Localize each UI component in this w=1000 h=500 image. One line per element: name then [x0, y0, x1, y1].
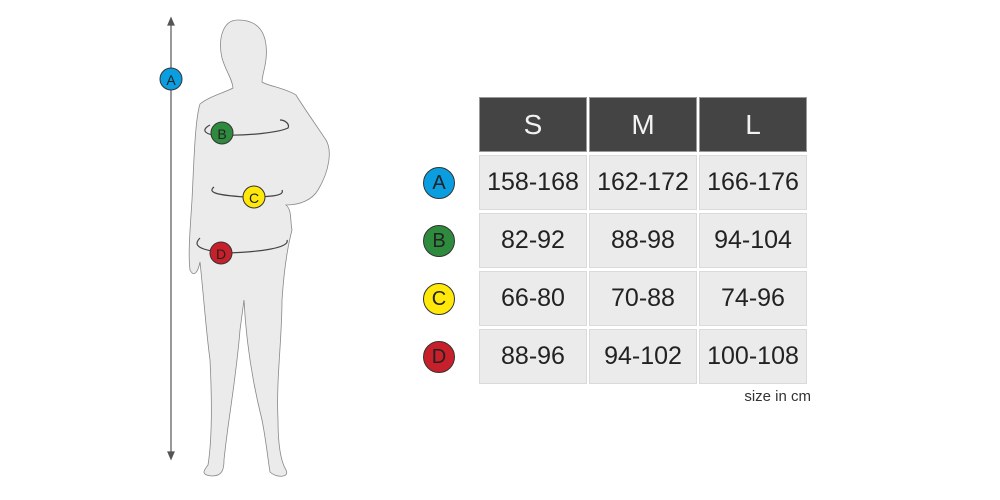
table-row: 88-96 94-102 100-108: [479, 329, 809, 384]
marker-b: B: [210, 121, 234, 145]
cell: 94-102: [589, 329, 697, 384]
height-arrow: [167, 16, 175, 461]
unit-note: size in cm: [744, 388, 811, 405]
row-badge-d: D: [423, 341, 455, 373]
cell: 94-104: [699, 213, 807, 268]
cell: 88-98: [589, 213, 697, 268]
header-l: L: [699, 97, 807, 152]
svg-text:A: A: [166, 72, 176, 88]
cell: 70-88: [589, 271, 697, 326]
marker-a: A: [159, 67, 183, 91]
cell: 100-108: [699, 329, 807, 384]
body-silhouette: [188, 19, 330, 477]
svg-text:D: D: [216, 246, 226, 262]
table-row: 82-92 88-98 94-104: [479, 213, 809, 268]
cell: 66-80: [479, 271, 587, 326]
marker-d: D: [209, 241, 233, 265]
body-figure: A B C D: [159, 16, 330, 477]
cell: 88-96: [479, 329, 587, 384]
svg-text:C: C: [249, 190, 259, 206]
row-badge-a: A: [423, 167, 455, 199]
header-s: S: [479, 97, 587, 152]
svg-text:B: B: [217, 126, 226, 142]
row-badge-c: C: [423, 283, 455, 315]
table-row: 158-168 162-172 166-176: [479, 155, 809, 210]
cell: 162-172: [589, 155, 697, 210]
cell: 82-92: [479, 213, 587, 268]
size-table: S M L 158-168 162-172 166-176 82-92 88-9…: [479, 97, 809, 387]
marker-c: C: [242, 185, 266, 209]
row-badge-b: B: [423, 225, 455, 257]
header-m: M: [589, 97, 697, 152]
table-row: 66-80 70-88 74-96: [479, 271, 809, 326]
header-row: S M L: [479, 97, 809, 152]
cell: 166-176: [699, 155, 807, 210]
cell: 74-96: [699, 271, 807, 326]
cell: 158-168: [479, 155, 587, 210]
